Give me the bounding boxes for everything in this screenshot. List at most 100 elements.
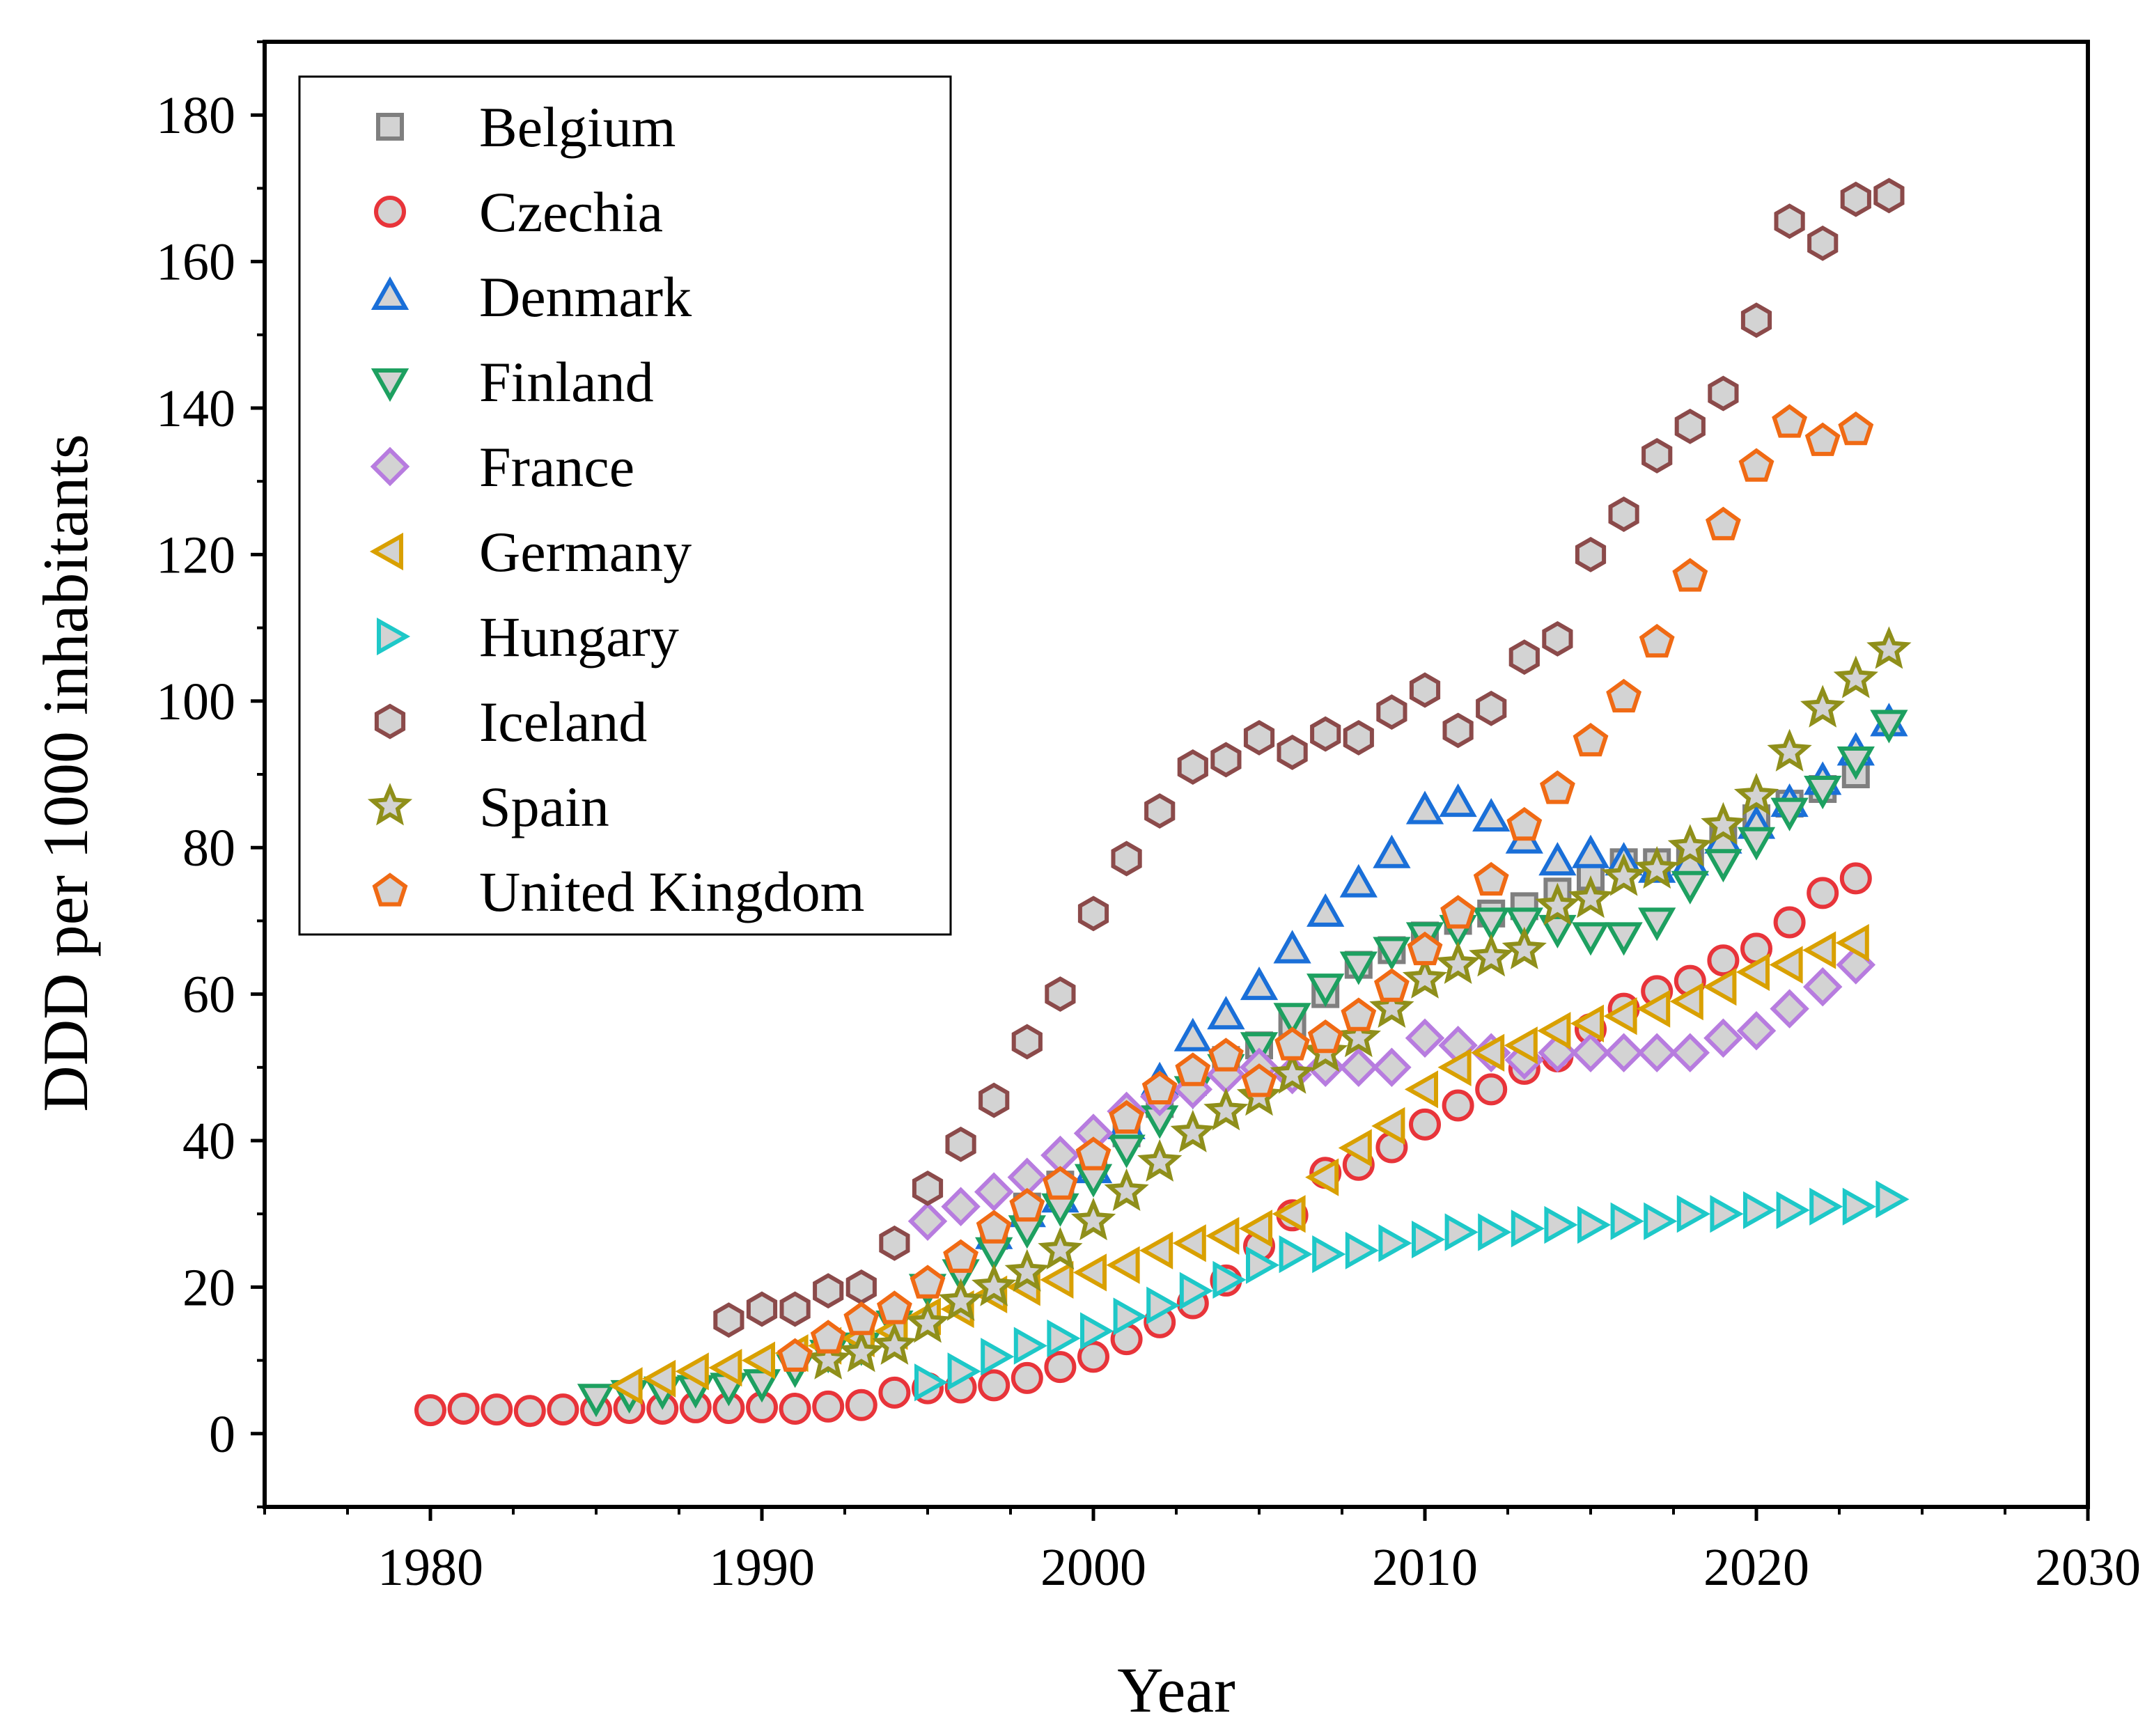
data-point xyxy=(1570,1033,1611,1073)
data-point xyxy=(1238,1210,1272,1248)
legend-label: Germany xyxy=(479,520,692,584)
data-point xyxy=(1608,496,1639,532)
data-point xyxy=(1736,953,1770,992)
x-tick-label: 1980 xyxy=(377,1538,483,1597)
data-point xyxy=(1637,1033,1677,1073)
data-point xyxy=(1703,1018,1743,1058)
data-point xyxy=(845,1389,878,1421)
data-point xyxy=(1833,655,1878,698)
data-point xyxy=(1141,1070,1178,1104)
data-point xyxy=(813,1273,844,1309)
data-point xyxy=(1435,941,1481,984)
legend-marker xyxy=(370,368,410,402)
data-point xyxy=(907,1201,948,1241)
data-point xyxy=(1807,877,1839,909)
y-axis-title: DDD per 1000 inhabitants xyxy=(30,434,101,1112)
data-point xyxy=(1412,1220,1446,1259)
data-point xyxy=(1870,710,1908,744)
data-point xyxy=(1345,1231,1379,1269)
data-point xyxy=(1601,853,1646,896)
data-point xyxy=(1047,1319,1081,1358)
data-point xyxy=(1535,882,1580,925)
data-point xyxy=(1208,1038,1244,1072)
data-point xyxy=(941,1187,981,1226)
data-point xyxy=(1240,966,1279,1001)
data-point xyxy=(1273,1003,1311,1037)
y-tick-label: 0 xyxy=(209,1405,235,1464)
data-point xyxy=(1440,895,1476,929)
data-point xyxy=(1842,1187,1876,1226)
data-point xyxy=(1306,893,1345,927)
data-point xyxy=(1542,620,1573,657)
data-point xyxy=(1809,1187,1843,1226)
data-point xyxy=(1137,1139,1183,1182)
data-point xyxy=(1708,375,1739,412)
data-point xyxy=(1439,783,1477,818)
data-point xyxy=(1875,1180,1910,1219)
data-point xyxy=(1639,623,1675,658)
data-point xyxy=(1667,824,1713,867)
data-point xyxy=(976,1210,1012,1244)
data-point xyxy=(981,1338,1015,1376)
data-point xyxy=(1040,1260,1074,1299)
legend-label: Hungary xyxy=(479,605,679,668)
data-point xyxy=(1475,1073,1508,1106)
data-point xyxy=(1339,951,1378,985)
data-point xyxy=(1371,1106,1405,1145)
data-point xyxy=(1772,404,1808,438)
legend-label: Spain xyxy=(479,775,609,838)
data-point xyxy=(1243,719,1275,756)
data-point xyxy=(1710,1195,1744,1233)
data-point xyxy=(1769,946,1803,984)
legend-marker xyxy=(370,276,410,310)
data-point xyxy=(1013,1327,1047,1365)
legend-entry: Iceland xyxy=(374,690,647,753)
data-point xyxy=(1605,922,1643,956)
legend-entry: Finland xyxy=(370,350,654,414)
data-point xyxy=(947,1352,981,1391)
data-point xyxy=(1274,1026,1311,1061)
data-point xyxy=(1409,672,1441,708)
data-point xyxy=(1405,790,1444,824)
data-point xyxy=(1839,862,1872,895)
data-point xyxy=(1577,1205,1612,1244)
data-point xyxy=(1571,834,1610,868)
data-point xyxy=(1836,746,1875,781)
data-point xyxy=(910,1265,946,1299)
data-point xyxy=(1776,1191,1810,1230)
data-point xyxy=(1538,842,1577,876)
data-point xyxy=(938,1278,983,1321)
data-point xyxy=(1473,861,1509,896)
data-point xyxy=(810,1320,846,1354)
data-point xyxy=(1669,982,1703,1021)
data-point xyxy=(879,1225,910,1261)
data-point xyxy=(978,1082,1010,1118)
y-tick-label: 180 xyxy=(156,86,235,145)
data-point xyxy=(878,1376,911,1409)
data-point xyxy=(972,1263,1017,1306)
data-point xyxy=(481,1393,513,1426)
data-point xyxy=(1179,1272,1213,1310)
data-point xyxy=(1537,1012,1571,1050)
data-point xyxy=(1207,996,1245,1030)
data-point xyxy=(1442,1089,1474,1122)
x-tick-label: 2020 xyxy=(1703,1538,1809,1597)
data-point xyxy=(1511,1210,1545,1248)
series-czechia xyxy=(414,862,1872,1428)
data-point xyxy=(1743,1191,1777,1230)
data-point xyxy=(1804,422,1841,456)
data-point xyxy=(1638,907,1676,941)
legend-box xyxy=(298,75,952,936)
data-point xyxy=(1505,907,1543,941)
data-point xyxy=(1307,1019,1343,1054)
legend-marker xyxy=(370,446,410,487)
data-point xyxy=(708,1348,742,1387)
data-point xyxy=(914,1363,949,1402)
legend-entry: Czechia xyxy=(374,180,663,244)
data-point xyxy=(1338,1129,1372,1167)
data-point xyxy=(1343,719,1374,756)
data-point xyxy=(1407,931,1443,966)
data-point xyxy=(1172,1224,1206,1262)
data-point xyxy=(1080,1312,1114,1350)
data-point xyxy=(1773,906,1806,939)
